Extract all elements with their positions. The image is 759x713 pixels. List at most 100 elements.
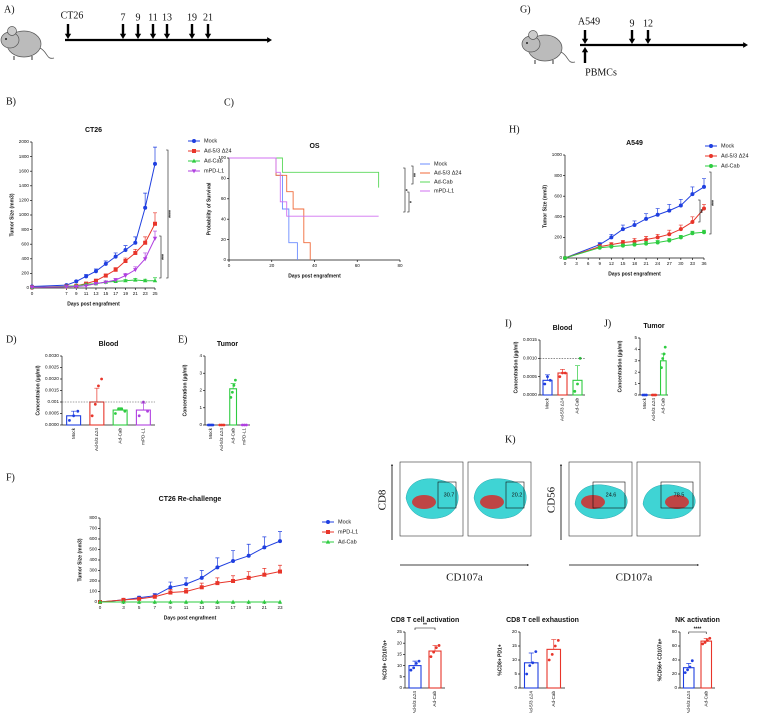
y-tick-label: 300 [89, 568, 97, 573]
gate [437, 481, 457, 509]
y-axis-label: Tumor Size (mm3) [542, 185, 548, 228]
data-point [543, 382, 547, 386]
data-point [113, 267, 118, 272]
data-point [74, 279, 79, 284]
data-point [152, 599, 157, 604]
data-point [230, 390, 234, 394]
data-point [218, 423, 222, 427]
data-point [709, 154, 713, 158]
chart-title: Blood [553, 325, 573, 332]
data-point [168, 599, 173, 604]
data-point [262, 545, 267, 550]
panel-label: A) [4, 4, 15, 15]
data-point [620, 240, 625, 245]
data-point [563, 371, 567, 375]
y-axis-label: Probability of Survival [206, 182, 212, 235]
x-tick-label: 20 [269, 263, 275, 268]
x-tick-label: 17 [113, 291, 119, 296]
data-point [644, 237, 649, 242]
y-tick-label: 0 [223, 257, 226, 262]
data-point [660, 366, 663, 370]
data-point [678, 203, 683, 208]
y-tick-label: 40 [672, 657, 678, 662]
day-label: 12 [643, 18, 653, 29]
data-point [93, 402, 97, 406]
significance-label: ** [413, 173, 419, 177]
data-point [123, 278, 128, 283]
x-tick-label: 3 [575, 261, 578, 266]
data-point [68, 419, 71, 422]
x-tick-label: 80 [397, 263, 403, 268]
series-line [99, 571, 281, 603]
arrow-head [628, 38, 636, 44]
y-tick-label: 800 [21, 227, 29, 232]
x-tick-label: 0 [31, 291, 34, 296]
x-tick-label: mPD-L1 [141, 428, 146, 445]
data-point [74, 284, 79, 289]
significance-bracket [403, 167, 406, 213]
significance-bracket [709, 171, 712, 235]
data-point [620, 243, 625, 248]
data-point [133, 240, 138, 245]
data-point [548, 378, 552, 382]
panel-label: E) [178, 334, 187, 345]
x-tick-label: Ad-Cab [230, 428, 235, 444]
data-point [143, 240, 148, 245]
data-point [142, 257, 148, 262]
x-tick-label: 12 [609, 261, 615, 266]
x-tick-label: 7 [65, 291, 68, 296]
significance-bracket [159, 235, 162, 279]
x-tick-label: Mock [545, 397, 550, 409]
y-tick-label: 20 [512, 629, 518, 634]
data-point [663, 345, 667, 349]
data-point [123, 273, 128, 278]
y-tick-label: 0.0015 [45, 388, 59, 393]
x-tick-label: Ad-Cab [661, 398, 666, 414]
chart-title: CD8 T cell activation [391, 617, 459, 624]
data-point [183, 599, 189, 604]
chart-title: Tumor [643, 323, 665, 330]
y-tick-label: 100 [218, 155, 226, 160]
bar [700, 640, 713, 689]
data-point [103, 261, 108, 266]
arrow-head [119, 33, 127, 39]
y-tick-label: 0 [674, 685, 677, 690]
data-point [556, 639, 560, 642]
gate-value: 20.2 [512, 492, 523, 498]
x-axis-label: Days post engrafment [164, 615, 217, 621]
data-point [152, 278, 158, 283]
x-axis-label: Days post engrafment [608, 271, 661, 277]
data-point [133, 268, 138, 273]
significance-label: *** [711, 200, 717, 206]
data-point [525, 672, 529, 676]
arrow-head [188, 33, 196, 39]
data-point [240, 423, 244, 427]
data-point [553, 644, 557, 648]
y-tick-label: 0.0000 [523, 392, 537, 397]
y-axis-label: %CD8+ PD1+ [497, 644, 503, 675]
arrow-head [581, 47, 589, 53]
significance-bracket [407, 191, 410, 213]
y-tick-label: 1400 [19, 183, 30, 188]
survival-curve [229, 157, 380, 188]
legend-label: Ad-5/3 Δ24 [204, 148, 232, 154]
x-tick-label: 21 [133, 291, 139, 296]
significance-label: **** [694, 626, 702, 632]
gate [505, 481, 525, 509]
legend-label: mPD-L1 [204, 168, 224, 174]
y-tick-label: 200 [89, 578, 97, 583]
data-point [278, 569, 282, 574]
error-bar [94, 387, 100, 402]
x-tick-label: 60 [355, 263, 361, 268]
data-point [632, 242, 637, 247]
panel-label: I) [505, 318, 512, 329]
x-tick-label: 9 [169, 605, 172, 610]
data-point [72, 414, 76, 418]
data-point [120, 407, 124, 411]
y-tick-label: 10 [397, 663, 403, 668]
gate-value: 30.7 [444, 492, 455, 498]
x-tick-label: Ad-5/3 Δ24 [560, 398, 565, 421]
data-point [142, 278, 148, 283]
data-point [230, 599, 236, 604]
